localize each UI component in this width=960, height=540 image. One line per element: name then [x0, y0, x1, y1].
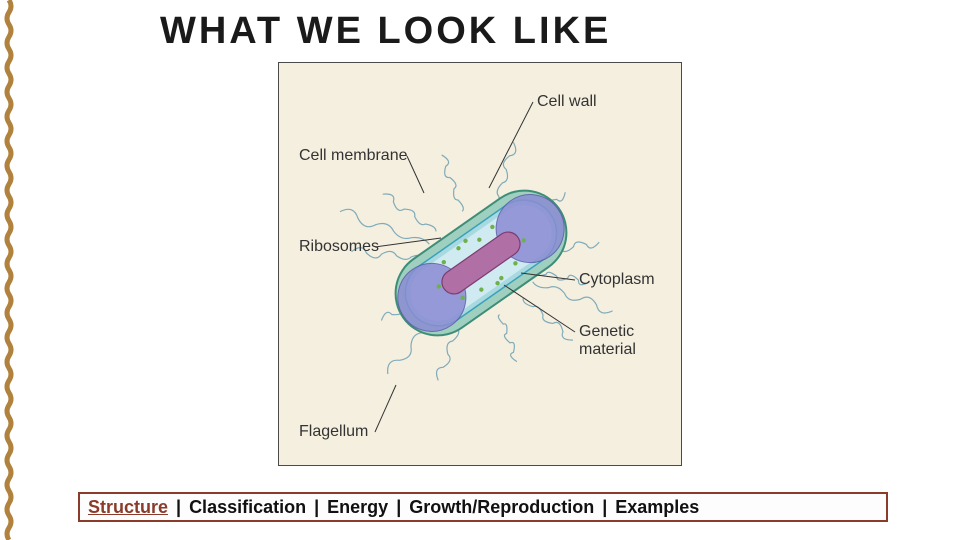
- label-genetic: Genetic material: [579, 323, 636, 358]
- nav-sep: |: [396, 497, 401, 518]
- nav-examples[interactable]: Examples: [615, 497, 699, 518]
- nav-classification[interactable]: Classification: [189, 497, 306, 518]
- label-flagellum: Flagellum: [299, 423, 368, 441]
- label-cell-membrane: Cell membrane: [299, 147, 407, 165]
- nav-sep: |: [314, 497, 319, 518]
- nav-sep: |: [602, 497, 607, 518]
- page-title: WHAT WE LOOK LIKE: [160, 10, 611, 53]
- nav-sep: |: [176, 497, 181, 518]
- label-cytoplasm: Cytoplasm: [579, 271, 655, 289]
- label-cell-wall: Cell wall: [537, 93, 597, 111]
- label-ribosomes: Ribosomes: [299, 238, 379, 256]
- nav-energy[interactable]: Energy: [327, 497, 388, 518]
- nav-growth[interactable]: Growth/Reproduction: [409, 497, 594, 518]
- section-nav: Structure | Classification | Energy | Gr…: [78, 492, 888, 522]
- cell-diagram: Cell wall Cell membrane Ribosomes Cytopl…: [278, 62, 682, 466]
- wavy-border: [0, 0, 18, 540]
- nav-structure[interactable]: Structure: [88, 497, 168, 518]
